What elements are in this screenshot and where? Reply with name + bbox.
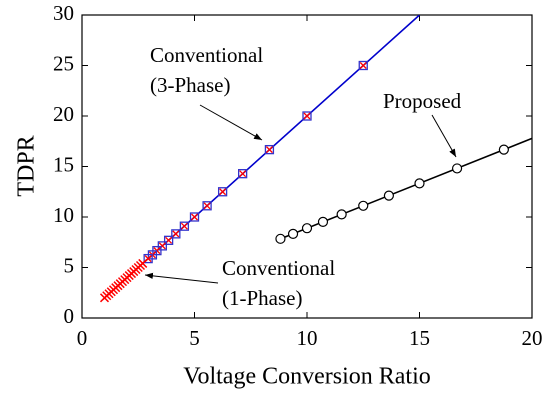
x-tick-label: 0 — [77, 326, 88, 350]
annotation: (3-Phase) — [150, 73, 230, 97]
annotation-arrow — [199, 104, 263, 141]
x-tick-label: 15 — [409, 326, 430, 350]
marker — [171, 229, 181, 239]
plot-frame — [81, 14, 533, 319]
annotation: Proposed — [383, 89, 462, 113]
marker-x — [359, 62, 367, 69]
marker-square — [171, 229, 181, 239]
x-axis-label: Voltage Conversion Ratio — [183, 364, 431, 390]
plot-area — [99, 15, 532, 303]
y-tick-label: 0 — [64, 304, 75, 328]
marker-x — [203, 202, 211, 210]
marker — [358, 60, 368, 71]
y-tick-label: 10 — [53, 203, 74, 227]
marker-square — [143, 253, 153, 264]
marker-square — [163, 235, 174, 245]
marker — [264, 144, 275, 155]
marker — [414, 178, 425, 189]
y-tick-label: 30 — [53, 1, 74, 25]
y-tick-label: 25 — [53, 51, 74, 75]
marker-square — [217, 187, 228, 197]
marker — [358, 200, 369, 211]
y-axis-label: TDPR — [14, 135, 40, 196]
marker — [237, 169, 248, 179]
marker — [317, 216, 329, 227]
marker — [275, 233, 286, 244]
marker — [301, 223, 313, 234]
marker-square — [237, 169, 248, 179]
annotation: Conventional — [150, 43, 263, 67]
marker — [383, 190, 394, 201]
marker-x — [172, 230, 180, 238]
marker — [138, 258, 148, 268]
marker — [302, 111, 312, 121]
annotation-arrow — [144, 272, 219, 284]
marker-square — [358, 60, 368, 71]
marker — [287, 228, 299, 239]
y-tick-label: 5 — [64, 253, 75, 277]
marker-square — [179, 221, 190, 231]
marker — [179, 221, 190, 231]
marker — [189, 212, 200, 222]
marker — [336, 209, 347, 220]
x-tick-label: 10 — [297, 326, 318, 350]
marker-x — [180, 222, 188, 230]
marker-x — [303, 112, 311, 120]
marker-square — [189, 212, 200, 222]
marker — [451, 163, 463, 174]
marker — [498, 144, 509, 155]
marker-x — [219, 188, 227, 196]
y-tick-label: 15 — [53, 152, 74, 176]
marker-square — [157, 241, 167, 251]
y-tick-label: 20 — [53, 102, 74, 126]
annotation-arrow — [431, 114, 457, 158]
fit-line — [279, 137, 532, 240]
marker-square — [202, 201, 212, 211]
annotation: Conventional — [222, 256, 335, 280]
marker — [202, 201, 212, 211]
marker-x — [239, 170, 247, 178]
x-tick-label: 20 — [522, 326, 543, 350]
marker-square — [264, 144, 275, 155]
marker — [217, 187, 228, 197]
marker-x — [265, 146, 273, 154]
x-tick-label: 5 — [189, 326, 200, 350]
annotation: (1-Phase) — [222, 286, 302, 310]
marker-square — [302, 111, 312, 121]
marker-x — [191, 213, 198, 221]
